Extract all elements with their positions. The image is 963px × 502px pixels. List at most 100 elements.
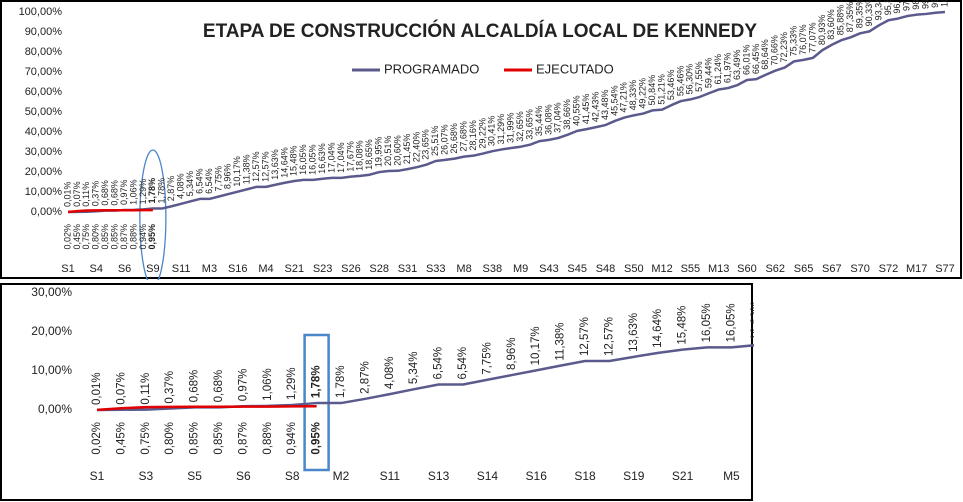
programado-label: 17,04% — [326, 142, 336, 173]
programado-label: 7,75% — [213, 166, 223, 192]
programado-label: 20,60% — [392, 135, 402, 166]
programado-label: 0,07% — [72, 181, 82, 207]
x-tick-label: S31 — [398, 263, 418, 275]
programado-label: 10,17% — [530, 326, 542, 365]
ejecutado-label: 0,95% — [147, 224, 157, 250]
ejecutado-label: 0,75% — [140, 422, 152, 455]
programado-label: 26,68% — [449, 123, 459, 154]
programado-label: 1,78% — [147, 178, 157, 204]
programado-label: 26,07% — [440, 124, 450, 155]
programado-label: 0,07% — [115, 372, 127, 405]
programado-label: 18,65% — [364, 139, 374, 170]
x-tick-label: M8 — [456, 263, 471, 275]
programado-label: 98,66% — [911, 0, 921, 10]
programado-label: 12,57% — [603, 317, 615, 356]
programado-label: 76,07% — [798, 24, 808, 55]
y-tick-label: 50,00% — [25, 106, 63, 118]
programado-label: 38,66% — [562, 99, 572, 130]
highlight-ellipse — [139, 149, 167, 280]
x-tick-label: S6 — [118, 263, 131, 275]
programado-label: 0,68% — [110, 180, 120, 206]
x-tick-label: S60 — [737, 263, 757, 275]
x-tick-label: S26 — [341, 263, 361, 275]
programado-label: 6,54% — [457, 347, 469, 380]
programado-label: 56,30% — [685, 64, 695, 95]
programado-label: 50,84% — [647, 75, 657, 106]
legend-label: EJECUTADO — [536, 61, 614, 76]
y-tick-label: 100,00% — [19, 6, 63, 18]
programado-label: 1,29% — [286, 367, 298, 400]
programado-label: 16,05% — [298, 144, 308, 175]
programado-label: 16,63% — [317, 143, 327, 174]
x-tick-label: S77 — [935, 263, 955, 275]
programado-label: 23,65% — [421, 129, 431, 160]
programado-label: 61,97% — [722, 53, 732, 84]
y-tick-label: 10,00% — [25, 186, 63, 198]
x-tick-label: S21 — [285, 263, 305, 275]
programado-label: 30,41% — [487, 116, 497, 147]
series-line — [96, 405, 317, 412]
ejecutado-label: 0,88% — [128, 224, 138, 250]
x-tick-label: M4 — [258, 263, 273, 275]
programado-label: 21,45% — [402, 134, 412, 165]
x-tick-label: S43 — [539, 263, 559, 275]
programado-label: 2,87% — [359, 361, 371, 394]
programado-label: 13,63% — [270, 149, 280, 180]
ejecutado-label: 0,85% — [110, 224, 120, 250]
programado-label: 66,01% — [741, 44, 751, 75]
programado-label: 1,78% — [311, 365, 323, 398]
chart-title: ETAPA DE CONSTRUCCIÓN ALCALDÍA LOCAL DE … — [203, 20, 758, 42]
programado-label: 28,16% — [468, 120, 478, 151]
x-tick-label: S16 — [526, 469, 548, 483]
programado-label: 37,04% — [553, 102, 563, 133]
programado-label: 45,54% — [609, 85, 619, 116]
programado-label: 80,93% — [817, 15, 827, 46]
y-tick-label: 80,00% — [25, 46, 63, 58]
x-tick-label: S45 — [567, 263, 587, 275]
x-tick-label: S33 — [426, 263, 446, 275]
x-tick-label: S9 — [146, 263, 159, 275]
programado-label: 61,24% — [713, 54, 723, 85]
programado-label: 16,05% — [725, 303, 737, 342]
programado-label: 70,66% — [770, 35, 780, 66]
x-tick-label: S18 — [574, 469, 596, 483]
programado-label: 2,87% — [166, 176, 176, 202]
programado-label: 35,44% — [534, 106, 544, 137]
x-tick-label: S16 — [228, 263, 248, 275]
programado-label: 16,63% — [750, 301, 754, 340]
programado-label: 43,48% — [600, 90, 610, 121]
programado-label: 48,33% — [628, 80, 638, 111]
ejecutado-label: 0,87% — [119, 224, 129, 250]
programado-label: 0,01% — [91, 372, 103, 405]
x-tick-label: S11 — [380, 469, 401, 483]
programado-label: 12,57% — [579, 317, 591, 356]
x-tick-label: S28 — [369, 263, 389, 275]
programado-label: 5,34% — [185, 171, 195, 197]
programado-label: 1,06% — [128, 179, 138, 205]
programado-label: 8,96% — [506, 337, 518, 370]
programado-label: 41,45% — [581, 94, 591, 125]
programado-label: 12,57% — [260, 151, 270, 182]
programado-label: 0,11% — [140, 373, 152, 405]
programado-label: 87,35% — [845, 2, 855, 33]
programado-label: 16,05% — [701, 303, 713, 342]
series-line — [67, 10, 946, 214]
ejecutado-label: 0,80% — [164, 422, 176, 455]
chart-border — [0, 0, 962, 279]
programado-label: 11,38% — [242, 154, 252, 184]
programado-label: 6,54% — [204, 168, 214, 194]
programado-label: 72,23% — [779, 32, 789, 63]
programado-label: 27,68% — [458, 121, 468, 152]
programado-label: 19,95% — [374, 137, 384, 168]
x-tick-label: S50 — [624, 263, 644, 275]
programado-label: 12,57% — [251, 151, 261, 182]
programado-label: 13,63% — [628, 313, 640, 352]
programado-label: 6,54% — [194, 168, 204, 194]
programado-label: 15,48% — [677, 306, 689, 345]
x-tick-label: S3 — [138, 469, 153, 483]
x-tick-label: S6 — [236, 469, 251, 483]
programado-label: 83,60% — [826, 9, 836, 40]
x-tick-label: M3 — [202, 263, 217, 275]
y-tick-label: 20,00% — [25, 166, 63, 178]
